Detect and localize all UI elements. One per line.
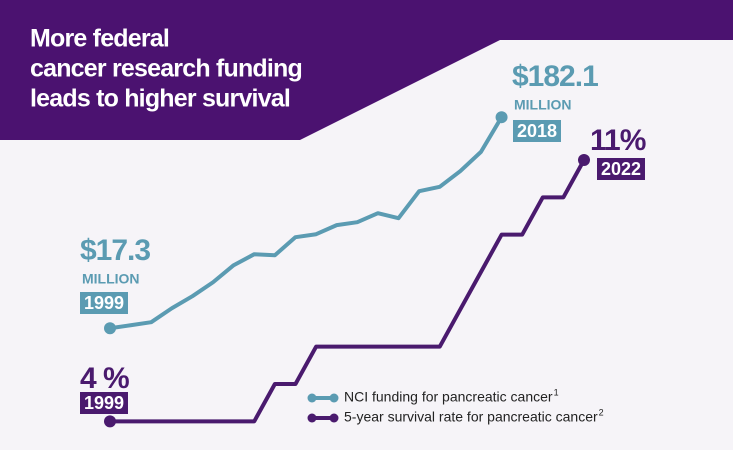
series-line	[109, 116, 504, 331]
legend-note: 2	[599, 407, 604, 417]
year-box	[80, 292, 128, 314]
value-label: 4 %	[80, 362, 129, 395]
year-label: 1999	[84, 393, 124, 413]
chart-title: leads to higher survival	[30, 85, 290, 113]
series-line	[110, 159, 586, 424]
value-label: $182.1	[512, 60, 598, 93]
unit-label: MILLION	[82, 271, 140, 287]
year-box	[513, 120, 561, 142]
legend-dot	[329, 393, 339, 403]
year-label: 2018	[517, 121, 557, 141]
legend-dot	[307, 393, 317, 403]
value-label: $17.3	[80, 234, 150, 267]
legend-label: 5-year survival rate for pancreatic canc…	[344, 409, 598, 425]
year-box	[597, 158, 645, 180]
value-label: 11%	[590, 124, 646, 157]
chart-title: cancer research funding	[30, 55, 302, 83]
legend-dot	[307, 413, 317, 423]
end-point	[578, 154, 590, 166]
end-point	[495, 111, 508, 124]
end-point	[104, 415, 116, 428]
legend-note: 1	[554, 387, 559, 397]
legend-label: NCI funding for pancreatic cancer	[344, 389, 553, 405]
year-box	[80, 392, 128, 414]
year-label: 2022	[601, 159, 641, 179]
year-label: 1999	[84, 293, 124, 313]
end-point	[104, 322, 116, 335]
legend-dot	[329, 413, 339, 423]
header-band	[0, 0, 733, 140]
chart-title: More federal	[30, 25, 169, 53]
unit-label: MILLION	[514, 97, 572, 113]
